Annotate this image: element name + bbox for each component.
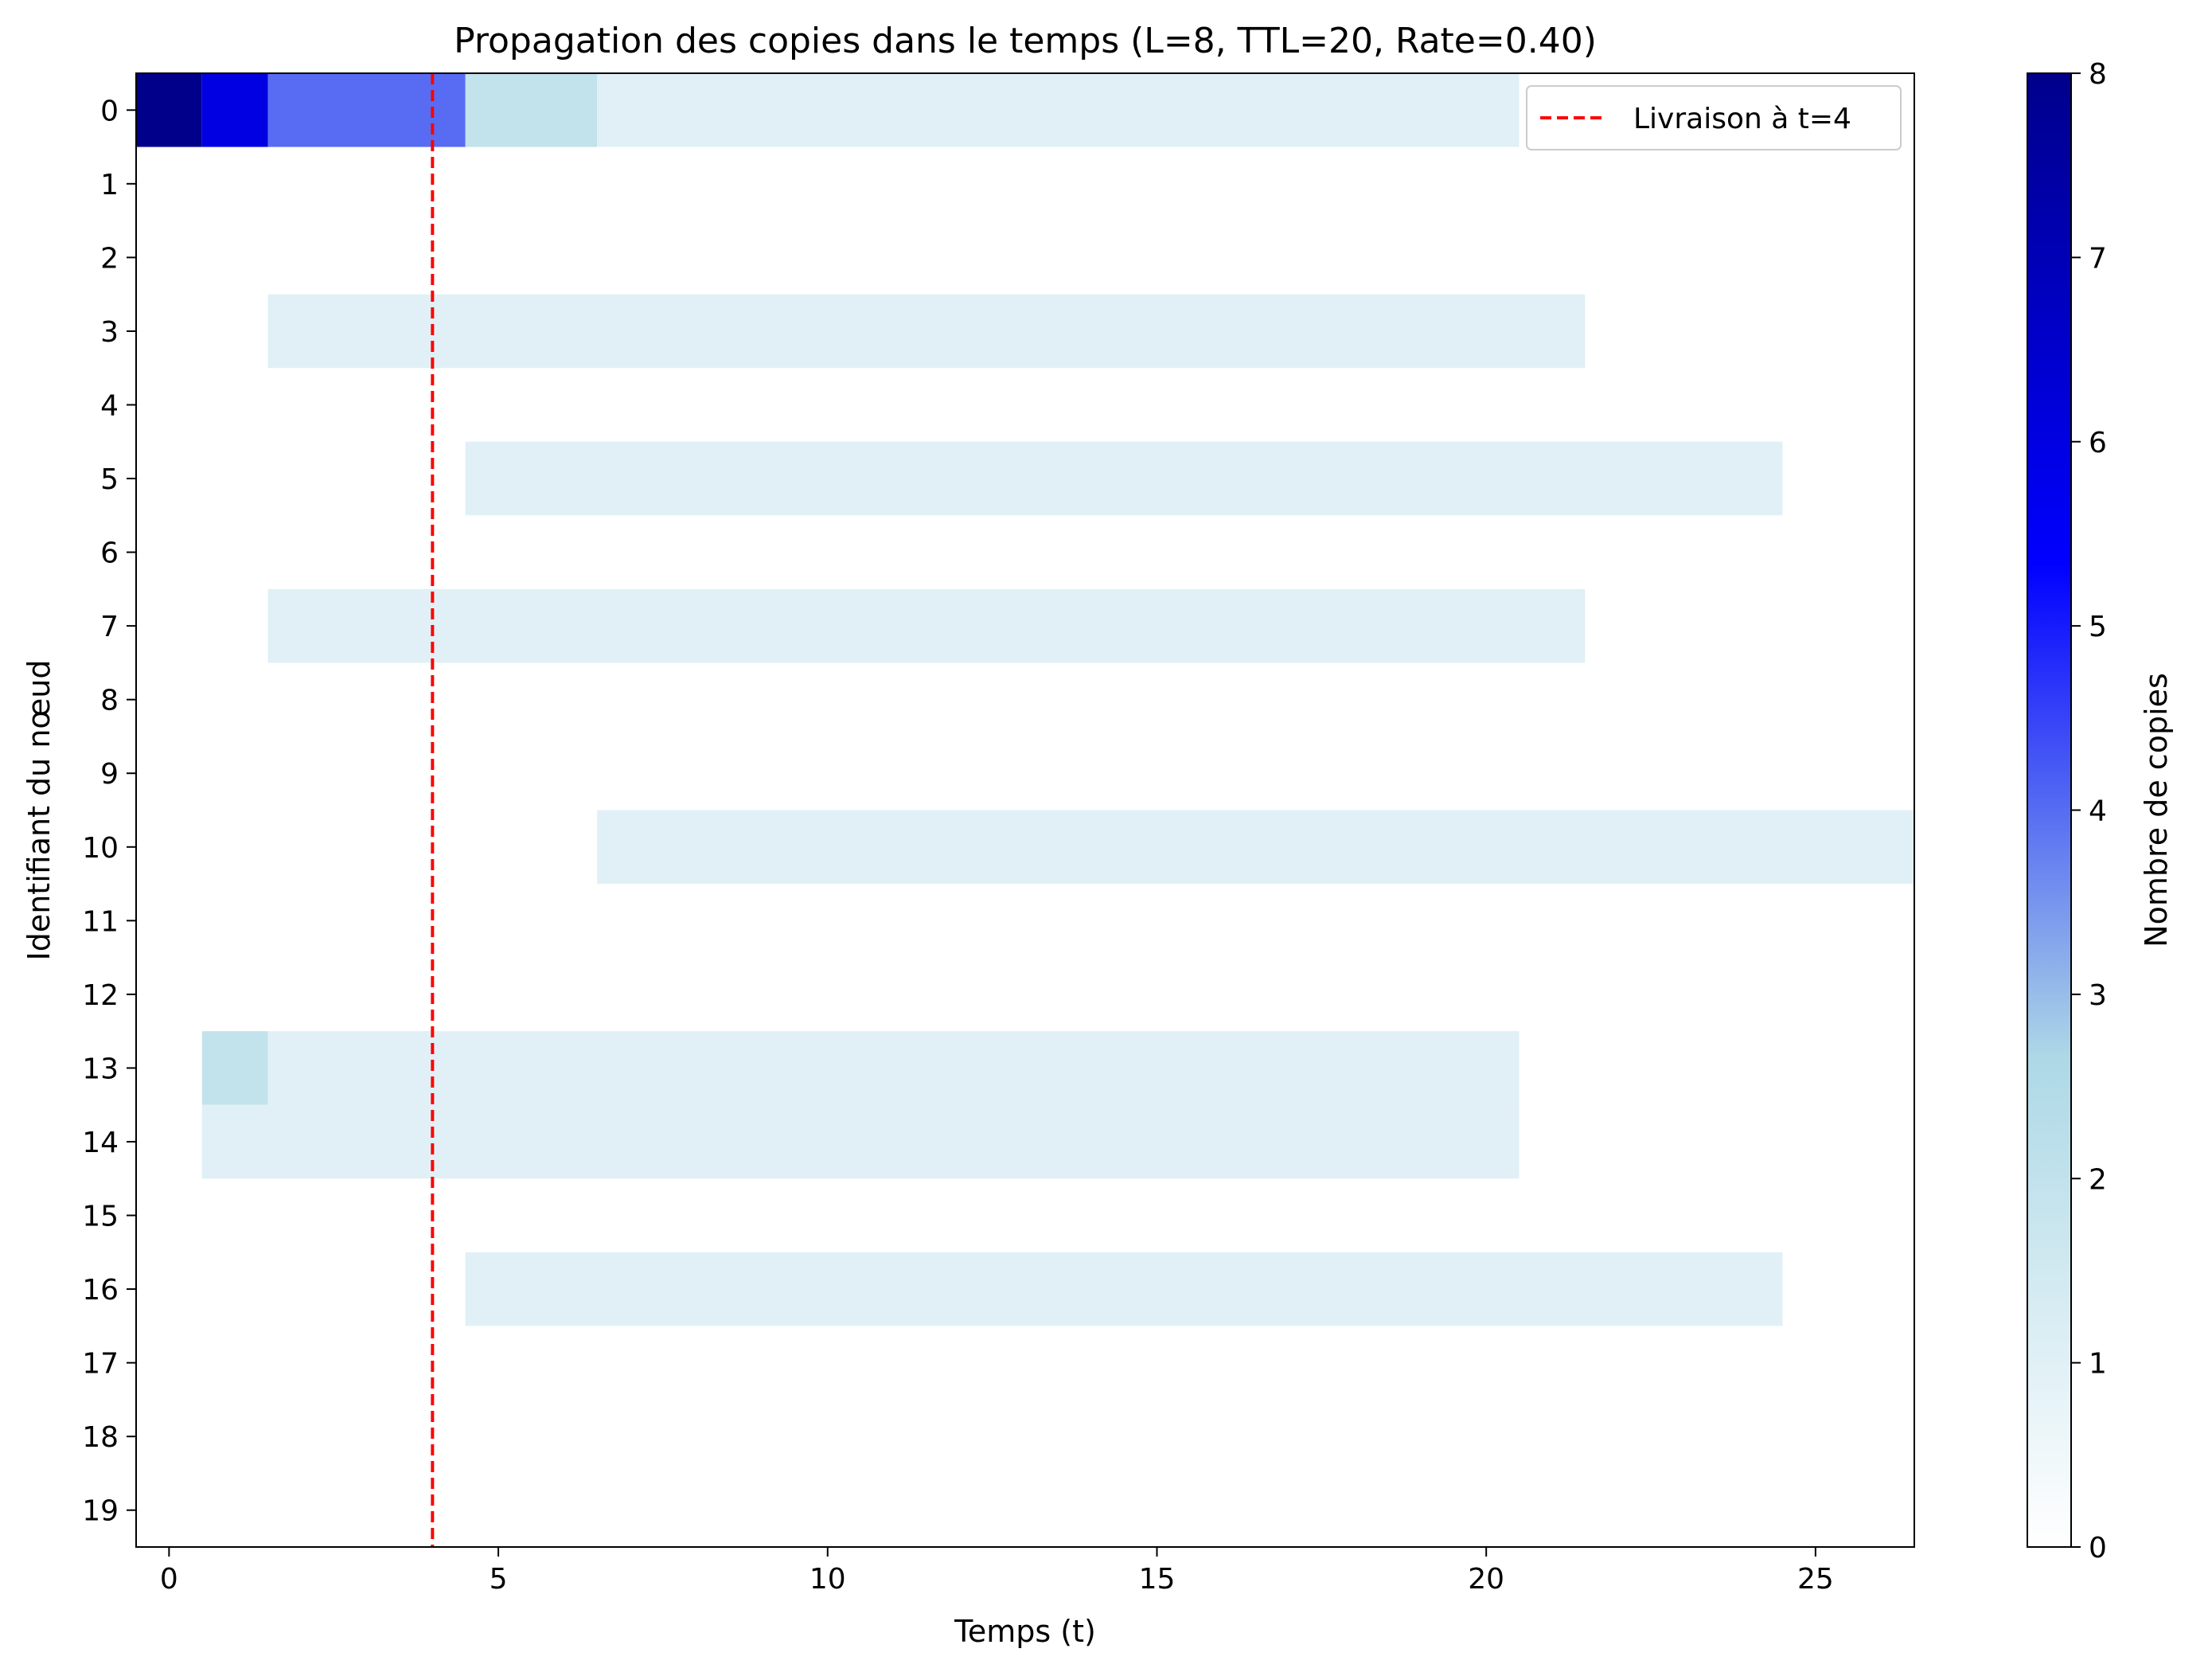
y-tick-label: 9 bbox=[100, 758, 119, 791]
heatmap-cell-node-3-t2 bbox=[267, 294, 1586, 369]
heatmap-cell-node-13-t1 bbox=[201, 1031, 268, 1105]
heatmap-cell-node-0-t0 bbox=[136, 73, 202, 147]
colorbar-tick-label: 8 bbox=[2089, 58, 2107, 91]
y-tick-label: 2 bbox=[100, 242, 119, 275]
x-tick-label: 15 bbox=[1139, 1563, 1176, 1596]
colorbar-tick-label: 2 bbox=[2089, 1163, 2107, 1196]
y-tick-label: 4 bbox=[100, 389, 119, 422]
heatmap-cell-node-10-t7 bbox=[597, 810, 1914, 885]
y-tick-label: 5 bbox=[100, 463, 119, 496]
chart-title: Propagation des copies dans le temps (L=… bbox=[454, 21, 1597, 61]
y-tick-label: 15 bbox=[82, 1201, 119, 1233]
y-tick-label: 1 bbox=[100, 169, 119, 201]
heatmap-cell-node-0-t7 bbox=[597, 73, 1520, 147]
colorbar-tick-label: 7 bbox=[2089, 242, 2107, 275]
y-tick-label: 8 bbox=[100, 685, 119, 717]
y-tick-label: 13 bbox=[82, 1053, 119, 1085]
colorbar-gradient bbox=[2027, 72, 2072, 1548]
y-axis-label: Identifiant du nœud bbox=[21, 660, 57, 961]
x-tick-label: 0 bbox=[160, 1563, 178, 1596]
y-tick-label: 14 bbox=[82, 1127, 119, 1159]
heatmap-cell-node-14-t1 bbox=[201, 1104, 1520, 1179]
plot-frame bbox=[135, 72, 1915, 1548]
x-axis-ticks: 0 5 10 15 20 25 bbox=[160, 1547, 1834, 1596]
colorbar-tick-label: 3 bbox=[2089, 979, 2107, 1012]
colorbar-ticks: 0 1 2 3 4 5 6 7 8 bbox=[2071, 58, 2107, 1565]
heatmap-cell-node-5-t5 bbox=[465, 441, 1783, 516]
x-tick-label: 5 bbox=[490, 1563, 508, 1596]
heatmap-cell-node-0-t2 bbox=[267, 73, 466, 147]
y-tick-label: 0 bbox=[100, 95, 119, 127]
y-tick-label: 19 bbox=[82, 1495, 119, 1528]
legend: Livraison à t=4 bbox=[1526, 85, 1902, 150]
colorbar-tick-label: 0 bbox=[2089, 1532, 2107, 1565]
y-tick-label: 18 bbox=[82, 1421, 119, 1454]
x-axis-label: Temps (t) bbox=[954, 1614, 1096, 1649]
x-tick-label: 20 bbox=[1468, 1563, 1504, 1596]
y-tick-label: 7 bbox=[100, 611, 119, 643]
y-tick-label: 12 bbox=[82, 979, 119, 1012]
heatmap-cell-node-0-t1 bbox=[201, 73, 268, 147]
y-tick-label: 10 bbox=[82, 832, 119, 865]
y-tick-label: 3 bbox=[100, 316, 119, 349]
y-tick-label: 11 bbox=[82, 905, 119, 938]
heatmap-cell-node-16-t5 bbox=[465, 1252, 1783, 1326]
colorbar-tick-label: 6 bbox=[2089, 427, 2107, 459]
colorbar-tick-label: 5 bbox=[2089, 611, 2107, 643]
y-tick-label: 16 bbox=[82, 1274, 119, 1307]
heatmap-cells bbox=[136, 73, 1914, 1326]
heatmap-cell-node-0-t5 bbox=[465, 73, 598, 147]
y-tick-label: 17 bbox=[82, 1348, 119, 1381]
colorbar-tick-label: 1 bbox=[2089, 1348, 2107, 1381]
colorbar: 0 1 2 3 4 5 6 7 8 Nombre de copies bbox=[2027, 58, 2174, 1565]
heatmap-cell-node-13-t2 bbox=[267, 1031, 1520, 1105]
x-tick-label: 25 bbox=[1797, 1563, 1834, 1596]
legend-box bbox=[1526, 85, 1902, 150]
legend-entry: Livraison à t=4 bbox=[1633, 103, 1851, 135]
y-tick-label: 6 bbox=[100, 537, 119, 570]
x-tick-label: 10 bbox=[810, 1563, 846, 1596]
colorbar-label: Nombre de copies bbox=[2139, 673, 2174, 947]
heatmap-cell-node-7-t2 bbox=[267, 588, 1586, 663]
colorbar-tick-label: 4 bbox=[2089, 795, 2107, 828]
